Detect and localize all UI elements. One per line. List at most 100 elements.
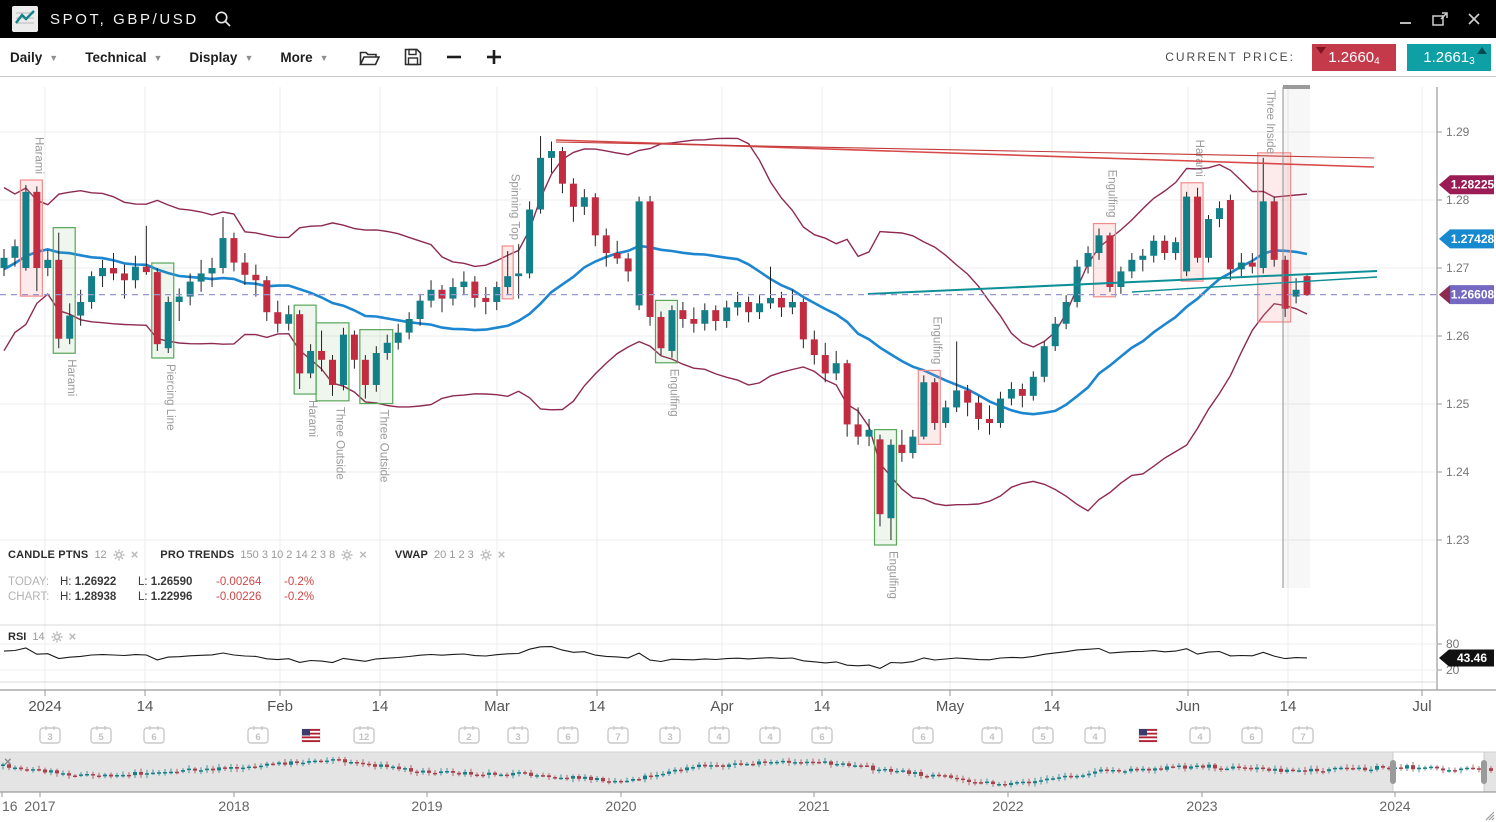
menu-technical[interactable]: Technical ▼ bbox=[85, 50, 162, 65]
candlestick bbox=[274, 300, 282, 333]
minimize-button[interactable] bbox=[1398, 11, 1414, 27]
calendar-icon[interactable]: 12 bbox=[353, 726, 375, 744]
mini-candle bbox=[97, 775, 101, 778]
candle-body bbox=[624, 258, 632, 272]
mini-candle bbox=[721, 765, 725, 767]
mini-candle bbox=[1315, 768, 1319, 772]
calendar-icon[interactable]: 4 bbox=[981, 726, 1003, 744]
candle-body bbox=[996, 398, 1004, 424]
candlestick bbox=[668, 305, 676, 358]
calendar-icon[interactable]: 4 bbox=[1084, 726, 1106, 744]
calendar-icon[interactable]: 6 bbox=[557, 726, 579, 744]
mini-candle bbox=[1015, 782, 1019, 784]
calendar-body bbox=[247, 727, 269, 744]
candlestick bbox=[613, 240, 621, 264]
close-icon[interactable]: × bbox=[68, 629, 77, 644]
mini-candle bbox=[13, 767, 17, 770]
candlestick bbox=[1117, 266, 1125, 294]
calendar-icon[interactable]: 5 bbox=[90, 726, 112, 744]
candlestick bbox=[22, 185, 30, 271]
candle-body bbox=[318, 350, 326, 360]
zoom-out-button[interactable] bbox=[446, 49, 462, 65]
mini-candle bbox=[1411, 765, 1415, 770]
menu-timeframe[interactable]: Daily ▼ bbox=[10, 50, 58, 65]
close-icon[interactable]: × bbox=[130, 547, 139, 562]
candlestick bbox=[777, 291, 785, 317]
us-flag-icon[interactable] bbox=[1138, 728, 1158, 743]
mini-candle bbox=[1291, 769, 1295, 772]
calendar-icon[interactable]: 6 bbox=[247, 726, 269, 744]
resize-grip[interactable] bbox=[1485, 811, 1495, 821]
gear-icon[interactable] bbox=[341, 549, 353, 561]
mini-candle bbox=[1267, 768, 1271, 771]
close-icon[interactable]: × bbox=[497, 547, 506, 562]
calendar-icon[interactable]: 7 bbox=[607, 726, 629, 744]
mini-candle bbox=[1057, 777, 1061, 779]
navigator-close-icon[interactable]: × bbox=[4, 754, 12, 769]
mini-candle bbox=[253, 766, 257, 769]
gear-icon[interactable] bbox=[480, 549, 492, 561]
candlestick bbox=[66, 303, 74, 345]
calendar-icon[interactable]: 3 bbox=[507, 726, 529, 744]
candle-body bbox=[339, 334, 347, 385]
calendar-icon[interactable]: 4 bbox=[759, 726, 781, 744]
calendar-icon[interactable]: 3 bbox=[659, 726, 681, 744]
save-icon[interactable] bbox=[404, 48, 422, 66]
mini-candle bbox=[739, 763, 743, 765]
mini-candle bbox=[943, 775, 947, 777]
us-flag-icon[interactable] bbox=[301, 728, 321, 743]
candle-body bbox=[942, 407, 950, 424]
search-icon[interactable] bbox=[213, 9, 233, 29]
calendar-icon[interactable]: 6 bbox=[811, 726, 833, 744]
mini-candle bbox=[547, 775, 551, 778]
popout-button[interactable] bbox=[1431, 11, 1449, 27]
calendar-icon[interactable]: 4 bbox=[1189, 726, 1211, 744]
ask-price: 1.2661 bbox=[1423, 48, 1470, 66]
mini-candle bbox=[1141, 768, 1145, 771]
navigator-handle-right[interactable] bbox=[1481, 760, 1487, 784]
mini-candle bbox=[553, 777, 557, 779]
candlestick bbox=[975, 395, 983, 430]
calendar-body bbox=[1084, 727, 1106, 744]
candlestick bbox=[263, 276, 271, 322]
calendar-icon[interactable]: 6 bbox=[143, 726, 165, 744]
candle-body bbox=[515, 273, 523, 277]
navigator-handle-left[interactable] bbox=[1390, 760, 1396, 784]
grip-line bbox=[1485, 811, 1495, 821]
symbol-title: SPOT, GBP/USD bbox=[50, 10, 199, 28]
arrow-down-icon bbox=[1316, 46, 1326, 54]
candlestick bbox=[1029, 371, 1037, 401]
candle-body bbox=[821, 355, 829, 374]
candlestick bbox=[33, 186, 41, 292]
zoom-in-button[interactable] bbox=[486, 49, 502, 65]
calendar-icon[interactable]: 6 bbox=[1241, 726, 1263, 744]
close-icon[interactable]: × bbox=[359, 547, 367, 562]
gridlines bbox=[0, 87, 1437, 690]
gear-icon[interactable] bbox=[113, 549, 125, 561]
candlestick bbox=[832, 350, 840, 381]
candlestick bbox=[99, 259, 107, 288]
menu-display[interactable]: Display ▼ bbox=[189, 50, 253, 65]
candle-body bbox=[1062, 302, 1070, 324]
candlestick bbox=[876, 434, 884, 527]
candlestick bbox=[394, 323, 402, 350]
open-folder-icon[interactable] bbox=[358, 49, 380, 66]
menu-display-label: Display bbox=[189, 49, 238, 65]
close-button[interactable] bbox=[1466, 11, 1482, 27]
calendar-day: 3 bbox=[47, 732, 52, 743]
title-bar: SPOT, GBP/USD bbox=[0, 0, 1496, 38]
navigator-window[interactable] bbox=[1392, 751, 1485, 793]
calendar-icon[interactable]: 4 bbox=[708, 726, 730, 744]
menu-technical-label: Technical bbox=[85, 49, 147, 65]
mini-candle bbox=[1051, 778, 1055, 780]
calendar-icon[interactable]: 6 bbox=[912, 726, 934, 744]
menu-more[interactable]: More ▼ bbox=[280, 50, 328, 65]
mini-candle bbox=[871, 765, 875, 771]
calendar-icon[interactable]: 5 bbox=[1032, 726, 1054, 744]
mini-candle bbox=[895, 770, 899, 773]
candlestick bbox=[164, 296, 172, 353]
calendar-icon[interactable]: 2 bbox=[458, 726, 480, 744]
calendar-icon[interactable]: 7 bbox=[1292, 726, 1314, 744]
calendar-icon[interactable]: 3 bbox=[39, 726, 61, 744]
candlestick bbox=[537, 136, 545, 214]
